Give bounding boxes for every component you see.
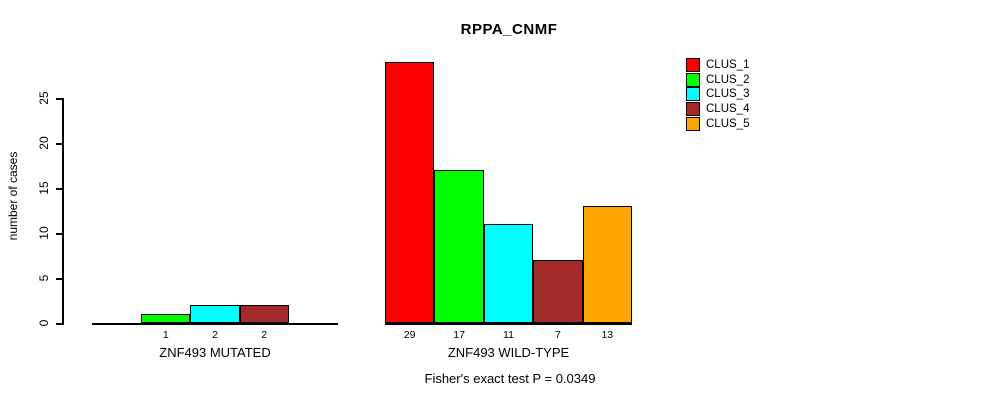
- bar-clus_2: [141, 314, 191, 323]
- legend-item: CLUS_4: [686, 102, 749, 117]
- bar-value-label: 1: [162, 329, 169, 341]
- y-axis-tick-label: 10: [37, 226, 51, 240]
- y-axis-tick-label: 0: [37, 319, 51, 327]
- bar-value-label: 11: [503, 329, 514, 341]
- legend-swatch: [686, 116, 700, 131]
- x-axis-line: [385, 323, 632, 325]
- legend-swatch: [686, 72, 700, 87]
- y-axis-tick: [56, 98, 62, 100]
- legend-label: CLUS_3: [706, 88, 750, 101]
- bar-value-label: 7: [554, 329, 561, 341]
- y-axis-tick-label: 5: [37, 274, 51, 282]
- group-label: ZNF493 MUTATED: [159, 345, 271, 360]
- fisher-test-annotation: Fisher's exact test P = 0.0349: [424, 371, 596, 386]
- legend-label: CLUS_5: [706, 117, 750, 130]
- legend-item: CLUS_5: [686, 116, 749, 131]
- chart-title: RPPA_CNMF: [460, 21, 558, 38]
- bar-clus_4: [239, 305, 289, 323]
- y-axis-tick: [56, 188, 62, 190]
- bar-value-label: 2: [212, 329, 218, 341]
- x-axis-line: [92, 323, 338, 325]
- y-axis-tick-label: 20: [37, 136, 51, 150]
- y-axis-tick: [56, 143, 62, 145]
- y-axis-tick-label: 15: [37, 181, 51, 195]
- y-axis-tick: [56, 323, 62, 325]
- bar-clus_3: [190, 305, 240, 323]
- legend-item: CLUS_1: [686, 58, 749, 73]
- bar-clus_1: [385, 62, 435, 323]
- legend: CLUS_1 CLUS_2 CLUS_3 CLUS_4 CLUS_5: [686, 58, 749, 131]
- legend-label: CLUS_1: [706, 59, 750, 72]
- bar-clus_3: [483, 224, 534, 323]
- bar-clus_2: [434, 170, 484, 323]
- legend-label: CLUS_4: [706, 103, 750, 116]
- bar-value-label: 13: [601, 329, 614, 341]
- legend-item: CLUS_3: [686, 87, 749, 102]
- legend-item: CLUS_2: [686, 72, 750, 88]
- bar-value-label: 2: [261, 329, 268, 341]
- bar-clus_4: [533, 260, 583, 323]
- group-label: ZNF493 WILD-TYPE: [447, 345, 570, 360]
- legend-swatch: [686, 102, 700, 117]
- y-axis-tick: [56, 278, 62, 280]
- bar-clus_5: [582, 206, 632, 323]
- bar-value-label: 29: [403, 329, 416, 341]
- legend-swatch: [686, 58, 700, 73]
- bar-value-label: 17: [453, 329, 465, 341]
- y-axis-line: [62, 98, 64, 325]
- legend-swatch: [686, 87, 700, 102]
- legend-label: CLUS_2: [706, 73, 750, 86]
- y-axis-tick-label: 25: [37, 91, 51, 105]
- y-axis-tick: [56, 233, 62, 235]
